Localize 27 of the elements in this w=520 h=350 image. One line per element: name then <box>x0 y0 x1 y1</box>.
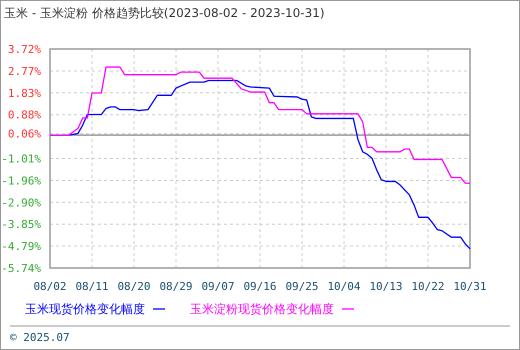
y-tick-label: 2.77% <box>8 64 42 78</box>
y-tick-label: 0.88% <box>8 108 42 122</box>
legend-label: 玉米淀粉现货价格变化幅度 <box>190 302 334 316</box>
x-tick-label: 09/16 <box>243 280 277 293</box>
y-tick-label: -3.85% <box>1 218 42 232</box>
x-tick-label: 10/04 <box>327 280 361 293</box>
y-tick-label: -1.01% <box>1 152 42 166</box>
y-tick-label: -1.96% <box>1 174 42 188</box>
x-tick-label: 08/02 <box>33 280 67 293</box>
text: © 2025.07 <box>10 331 70 344</box>
line-series <box>49 66 471 184</box>
x-tick-label: 09/07 <box>201 280 235 293</box>
y-tick-label: -4.79% <box>1 240 42 254</box>
x-tick-label: 08/20 <box>117 280 151 293</box>
y-tick-label: 0.06% <box>8 128 42 141</box>
y-tick-label: 1.83% <box>8 86 42 100</box>
x-tick-label: 10/22 <box>411 280 445 293</box>
x-tick-label: 09/25 <box>285 280 319 293</box>
x-tick-label: 10/13 <box>369 280 403 293</box>
x-tick-label: 08/11 <box>75 280 109 293</box>
y-tick-label: -2.90% <box>1 196 42 210</box>
legend-label: 玉米现货价格变化幅度 <box>25 302 145 316</box>
y-tick-label: 3.72% <box>8 43 42 56</box>
x-tick-label: 08/29 <box>159 280 193 293</box>
chart-title: 玉米 - 玉米淀粉 价格趋势比较(2023-08-02 - 2023-10-31) <box>4 6 325 20</box>
x-tick-label: 10/31 <box>453 280 487 293</box>
y-tick-label: -5.74% <box>1 262 42 275</box>
